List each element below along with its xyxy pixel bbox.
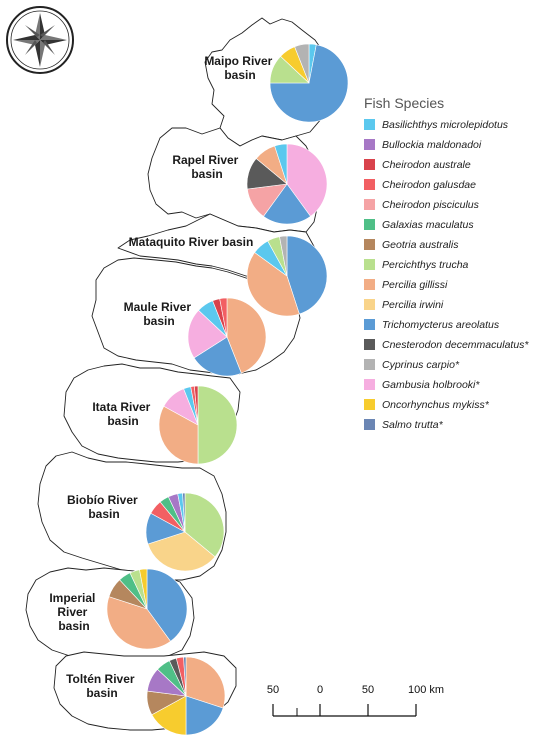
pie-slice (158, 405, 199, 465)
legend-label: Percilia irwini (382, 299, 444, 311)
legend-swatch (364, 259, 375, 270)
pie-slice (286, 143, 328, 217)
pie-slice (151, 695, 187, 736)
legend-swatch (364, 159, 375, 170)
pie-slice (194, 385, 199, 426)
scale-label-50-right: 50 (362, 684, 374, 696)
legend-swatch (364, 219, 375, 230)
legend-swatch (364, 279, 375, 290)
scale-label-50-left: 50 (267, 684, 279, 696)
legend-swatch (364, 359, 375, 370)
legend-swatch (364, 199, 375, 210)
legend-swatch (364, 139, 375, 150)
pie-slice (183, 656, 187, 697)
scale-label-100km: 100 km (408, 684, 444, 696)
pie-slice (185, 695, 224, 736)
basin-label-itata: Itata River basin (92, 400, 153, 428)
basin-label-biobio: Biobío River basin (67, 493, 141, 521)
scale-label-0: 0 (317, 684, 323, 696)
legend-items: Basilichthys microlepidotus Bullockia mal… (364, 119, 529, 431)
pie-slice (263, 183, 311, 225)
legend-label: Galaxias maculatus (382, 219, 474, 231)
pie-chart (246, 143, 328, 225)
legend-swatch (364, 239, 375, 250)
pie-chart (158, 385, 238, 465)
pie-slice (246, 252, 300, 317)
scale-bar: 50 0 50 100 km (267, 684, 444, 717)
pie-chart (146, 656, 226, 736)
pie-slice (106, 596, 171, 650)
pie-chart (187, 297, 267, 377)
pie-chart (106, 568, 188, 650)
pie-slice (147, 531, 216, 572)
pie-slice (269, 44, 349, 123)
legend: Fish Species Basilichthys microlepidotus… (364, 95, 529, 431)
legend-swatch (364, 399, 375, 410)
legend-label: Gambusia holbrooki* (382, 379, 480, 391)
pie-chart (246, 235, 328, 317)
legend-swatch (364, 319, 375, 330)
legend-swatch (364, 179, 375, 190)
legend-title: Fish Species (364, 95, 444, 111)
legend-label: Bullockia maldonadoi (382, 139, 482, 151)
legend-label: Percilia gillissi (382, 279, 448, 291)
basin-label-imperial: Imperial River basin (49, 591, 98, 633)
basin-label-maule: Maule River basin (124, 300, 195, 328)
legend-label: Cheirodon pisciculus (382, 199, 480, 211)
pie-slice (184, 492, 225, 558)
legend-swatch (364, 299, 375, 310)
basin-label-tolten: Toltén River basin (66, 672, 138, 700)
pie-slice (274, 143, 288, 185)
basin-label-rapel: Rapel River basin (172, 153, 241, 181)
legend-label: Salmo trutta* (382, 419, 444, 431)
pie-slice (182, 492, 186, 533)
legend-swatch (364, 339, 375, 350)
pie-slice (139, 568, 148, 610)
pie-slice (226, 297, 267, 374)
legend-label: Geotria australis (382, 239, 459, 251)
legend-swatch (364, 419, 375, 430)
legend-label: Basilichthys microlepidotus (382, 119, 509, 131)
compass-rose-icon (6, 6, 74, 74)
legend-label: Cheirodon galusdae (382, 179, 476, 191)
basin-label-mataquito: Mataquito River basin (129, 235, 254, 249)
pie-slice (219, 297, 228, 338)
pie-chart (145, 492, 225, 572)
legend-label: Percichthys trucha (382, 259, 469, 271)
pie-slice (146, 568, 188, 642)
legend-label: Cyprinus carpio* (382, 359, 460, 371)
legend-label: Cnesterodon decemmaculatus* (382, 339, 529, 351)
basin-labels: Maipo River basin Rapel River basin Mata… (49, 54, 275, 700)
species-pie-charts (106, 43, 349, 736)
pie-slice (197, 385, 238, 465)
legend-label: Cheirodon australe (382, 159, 471, 171)
legend-swatch (364, 379, 375, 390)
pie-chart (269, 43, 349, 123)
pie-slice (279, 235, 288, 277)
pie-slice (286, 235, 328, 315)
pie-slice (193, 336, 242, 377)
pie-slice (187, 309, 228, 359)
pie-slice (294, 43, 310, 84)
pie-slice (185, 656, 226, 709)
legend-label: Oncorhynchus mykiss* (382, 399, 490, 411)
basin-label-maipo: Maipo River basin (204, 54, 275, 82)
legend-label: Trichomycterus areolatus (382, 319, 500, 331)
legend-swatch (364, 119, 375, 130)
